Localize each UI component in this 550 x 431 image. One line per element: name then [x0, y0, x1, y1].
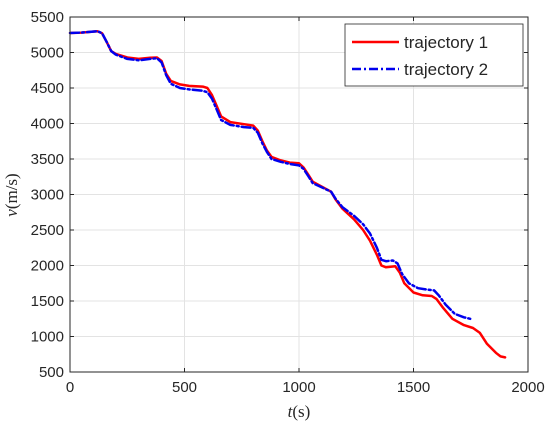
series-group [68, 29, 507, 359]
legend-label-trajectory-2: trajectory 2 [404, 60, 488, 79]
grid [69, 16, 529, 373]
y-tick-label: 2000 [31, 258, 64, 275]
y-axis-var: v [2, 209, 21, 217]
y-tick-label: 3000 [31, 187, 64, 204]
legend: trajectory 1 trajectory 2 [344, 23, 524, 87]
y-tick-label: 1500 [31, 293, 64, 310]
legend-box [344, 23, 524, 87]
series-line-2 [68, 29, 475, 321]
x-axis-unit: (s) [292, 402, 310, 421]
y-axis-label: v(m/s) [2, 173, 21, 216]
x-tick-label: 0 [66, 379, 74, 396]
y-tick-label: 3500 [31, 151, 64, 168]
x-axis-label: t(s) [288, 402, 311, 421]
ticks: 0 500 1000 1500 2000500100015002000250030003… [31, 9, 545, 396]
y-tick-label: 2500 [31, 222, 64, 239]
y-tick-label: 4500 [31, 80, 64, 97]
x-tick-label: 500 [172, 379, 197, 396]
x-tick-label: 1000 [282, 379, 315, 396]
y-tick-label: 5000 [31, 45, 64, 62]
y-tick-label: 5500 [31, 9, 64, 26]
legend-label-trajectory-1: trajectory 1 [404, 33, 488, 52]
y-tick-label: 500 [39, 364, 64, 381]
x-tick-label: 2000 [511, 379, 544, 396]
y-tick-label: 1000 [31, 329, 64, 346]
y-tick-label: 4000 [31, 116, 64, 133]
x-tick-label: 1500 [397, 379, 430, 396]
x-axis-var: t [288, 402, 294, 421]
y-axis-unit: (m/s) [2, 173, 21, 209]
